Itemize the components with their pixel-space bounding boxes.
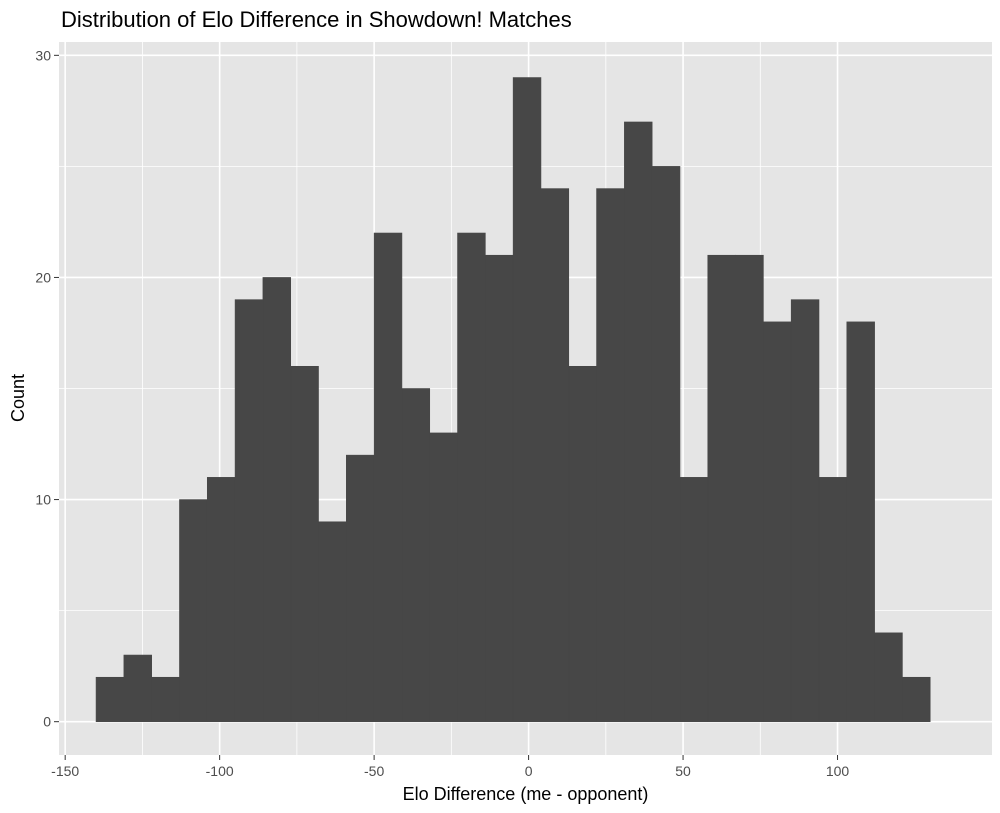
histogram-bar [179,499,208,722]
histogram-bar [123,654,152,722]
x-tick-label: -50 [364,763,384,779]
histogram-bar [540,188,570,722]
y-tick-label: 10 [35,492,51,508]
histogram-bar [318,521,347,722]
histogram-bar [679,477,709,722]
histogram-bar [818,477,848,722]
histogram-bar [707,254,736,722]
histogram-bar [401,388,431,722]
y-tick-label: 20 [35,269,51,285]
y-tick-label: 0 [43,714,51,730]
histogram-bar [485,254,514,722]
x-tick-label: 0 [525,763,533,779]
histogram-bar [262,277,292,722]
histogram-bar [346,454,375,722]
x-tick-label: 100 [826,763,850,779]
histogram-bar [624,121,653,722]
chart-title: Distribution of Elo Difference in Showdo… [61,7,572,32]
x-axis-ticks: -150 -100 -50 0 50 100 [51,755,849,779]
histogram-bar [568,365,597,722]
histogram-bar [457,232,486,722]
y-axis-title: Count [8,374,28,422]
histogram-bar [373,232,403,722]
histogram-bar [206,477,236,722]
x-axis-title: Elo Difference (me - opponent) [403,784,649,804]
y-axis-ticks: 0 10 20 30 [35,47,59,730]
histogram-bars [95,77,931,722]
histogram-bar [651,166,681,722]
histogram-bar [95,676,125,722]
histogram-bar [874,632,903,722]
histogram-bar [763,321,792,722]
histogram-bar [596,188,625,722]
x-tick-label: 50 [675,763,691,779]
histogram-bar [290,365,319,722]
x-tick-label: -100 [206,763,234,779]
histogram-bar [151,676,180,722]
y-tick-label: 30 [35,47,51,63]
histogram-bar [735,254,764,722]
histogram-bar [234,299,264,722]
histogram-bar [790,299,820,722]
histogram-bar [902,676,931,722]
histogram-bar [512,77,542,722]
x-tick-label: -150 [51,763,79,779]
histogram-bar [429,432,458,722]
histogram-bar [846,321,875,722]
